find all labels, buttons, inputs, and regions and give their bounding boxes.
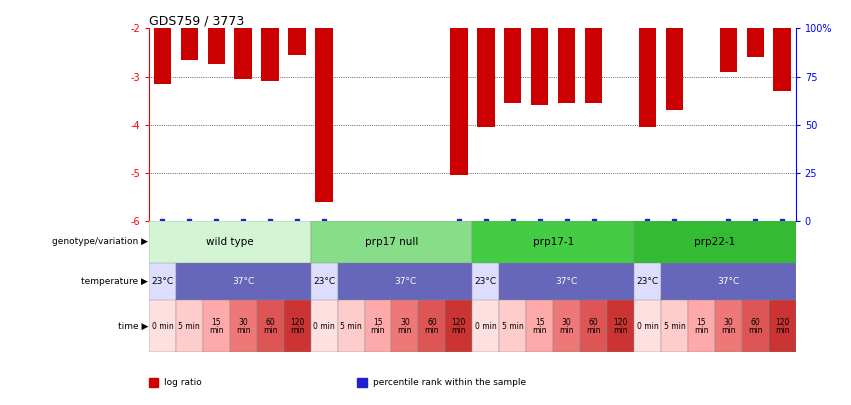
Text: 15
min: 15 min bbox=[694, 318, 709, 335]
Bar bbox=[450, 28, 467, 175]
Text: 23°C: 23°C bbox=[151, 277, 174, 286]
Bar bbox=[558, 28, 575, 103]
Bar bbox=[639, 28, 656, 127]
Bar bbox=[665, 28, 683, 110]
Bar bbox=[257, 300, 283, 352]
Bar bbox=[357, 378, 367, 387]
Bar bbox=[311, 221, 472, 262]
Bar bbox=[176, 262, 311, 300]
Text: 120
min: 120 min bbox=[290, 318, 305, 335]
Bar bbox=[742, 300, 768, 352]
Text: 0 min: 0 min bbox=[151, 322, 174, 330]
Text: temperature ▶: temperature ▶ bbox=[82, 277, 148, 286]
Bar bbox=[283, 300, 311, 352]
Bar bbox=[208, 28, 225, 64]
Text: genotype/variation ▶: genotype/variation ▶ bbox=[53, 237, 148, 246]
Text: 60
min: 60 min bbox=[748, 318, 762, 335]
Bar bbox=[634, 262, 661, 300]
Bar bbox=[419, 300, 445, 352]
Text: 5 min: 5 min bbox=[502, 322, 523, 330]
Text: 0 min: 0 min bbox=[637, 322, 659, 330]
Bar bbox=[607, 300, 634, 352]
Bar bbox=[149, 221, 311, 262]
Text: 120
min: 120 min bbox=[775, 318, 790, 335]
Text: GDS759 / 3773: GDS759 / 3773 bbox=[149, 14, 244, 27]
Text: 30
min: 30 min bbox=[721, 318, 735, 335]
Text: 60
min: 60 min bbox=[425, 318, 439, 335]
Text: 5 min: 5 min bbox=[179, 322, 200, 330]
Bar bbox=[445, 300, 472, 352]
Bar bbox=[149, 262, 176, 300]
Text: 37°C: 37°C bbox=[394, 277, 416, 286]
Bar bbox=[261, 28, 279, 81]
Bar bbox=[288, 28, 306, 55]
Bar bbox=[338, 300, 364, 352]
Bar bbox=[688, 300, 715, 352]
Bar bbox=[149, 378, 158, 387]
Bar bbox=[311, 300, 338, 352]
Text: prp17-1: prp17-1 bbox=[533, 237, 574, 247]
Bar bbox=[720, 28, 737, 72]
Bar bbox=[768, 300, 796, 352]
Bar bbox=[180, 28, 198, 60]
Bar bbox=[472, 221, 634, 262]
Bar bbox=[500, 300, 526, 352]
Text: 120
min: 120 min bbox=[452, 318, 466, 335]
Bar bbox=[580, 300, 607, 352]
Bar bbox=[338, 262, 472, 300]
Text: 15
min: 15 min bbox=[209, 318, 224, 335]
Bar bbox=[391, 300, 419, 352]
Text: 60
min: 60 min bbox=[263, 318, 277, 335]
Text: 23°C: 23°C bbox=[475, 277, 497, 286]
Bar bbox=[316, 28, 333, 202]
Text: 23°C: 23°C bbox=[313, 277, 335, 286]
Bar bbox=[661, 262, 796, 300]
Text: wild type: wild type bbox=[206, 237, 254, 247]
Text: 0 min: 0 min bbox=[313, 322, 335, 330]
Bar bbox=[715, 300, 742, 352]
Bar bbox=[472, 262, 500, 300]
Text: 15
min: 15 min bbox=[371, 318, 386, 335]
Text: 30
min: 30 min bbox=[236, 318, 250, 335]
Bar bbox=[504, 28, 522, 103]
Bar bbox=[585, 28, 603, 103]
Text: 37°C: 37°C bbox=[232, 277, 254, 286]
Bar bbox=[634, 221, 796, 262]
Text: 23°C: 23°C bbox=[637, 277, 659, 286]
Bar bbox=[661, 300, 688, 352]
Text: 60
min: 60 min bbox=[586, 318, 601, 335]
Text: prp22-1: prp22-1 bbox=[694, 237, 735, 247]
Text: 30
min: 30 min bbox=[397, 318, 412, 335]
Text: percentile rank within the sample: percentile rank within the sample bbox=[373, 378, 526, 387]
Bar bbox=[311, 262, 338, 300]
Bar bbox=[531, 28, 548, 105]
Bar bbox=[154, 28, 171, 84]
Bar bbox=[746, 28, 764, 57]
Text: 5 min: 5 min bbox=[340, 322, 362, 330]
Text: 30
min: 30 min bbox=[559, 318, 574, 335]
Text: 120
min: 120 min bbox=[614, 318, 628, 335]
Bar bbox=[553, 300, 580, 352]
Text: log ratio: log ratio bbox=[164, 378, 202, 387]
Bar bbox=[477, 28, 494, 127]
Bar bbox=[472, 300, 500, 352]
Bar bbox=[774, 28, 791, 91]
Text: 5 min: 5 min bbox=[664, 322, 685, 330]
Text: 37°C: 37°C bbox=[556, 277, 578, 286]
Bar bbox=[203, 300, 230, 352]
Text: time ▶: time ▶ bbox=[118, 322, 148, 330]
Text: 37°C: 37°C bbox=[717, 277, 740, 286]
Text: 0 min: 0 min bbox=[475, 322, 497, 330]
Bar bbox=[526, 300, 553, 352]
Text: prp17 null: prp17 null bbox=[365, 237, 418, 247]
Bar bbox=[230, 300, 257, 352]
Bar bbox=[176, 300, 203, 352]
Bar bbox=[500, 262, 634, 300]
Bar bbox=[149, 300, 176, 352]
Bar bbox=[364, 300, 391, 352]
Text: 15
min: 15 min bbox=[533, 318, 547, 335]
Bar bbox=[634, 300, 661, 352]
Bar bbox=[235, 28, 252, 79]
